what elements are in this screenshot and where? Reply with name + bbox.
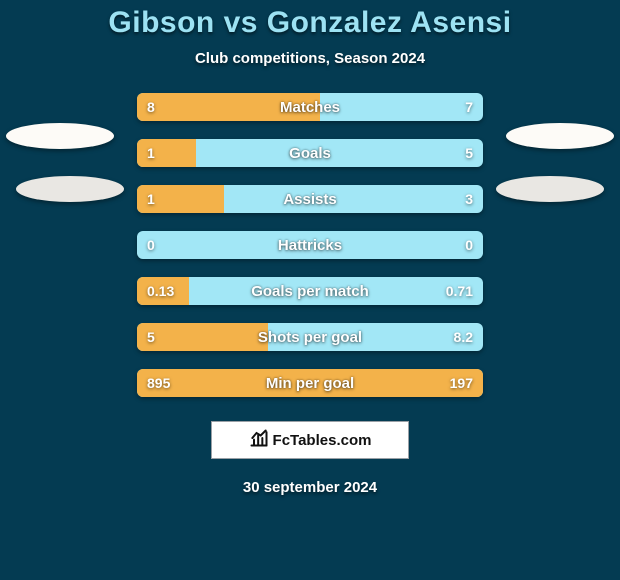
chart-icon (249, 428, 269, 452)
avatar-placeholder (506, 123, 614, 149)
stat-row: Matches8 7 (137, 93, 483, 121)
stat-label: Hattricks (137, 231, 483, 259)
stat-value-left: 0.13 (137, 277, 184, 305)
avatar-placeholder (6, 123, 114, 149)
stat-value-left: 1 (137, 139, 165, 167)
stat-row: Assists1 3 (137, 185, 483, 213)
stat-label: Shots per goal (137, 323, 483, 351)
date-text: 30 september 2024 (0, 479, 620, 496)
stat-row: Goals1 5 (137, 139, 483, 167)
stat-row: Hattricks0 0 (137, 231, 483, 259)
stat-row: Shots per goal5 8.2 (137, 323, 483, 351)
comparison-panel: Gibson vs Gonzalez Asensi Club competiti… (0, 0, 620, 580)
stat-label: Matches (137, 93, 483, 121)
stat-value-right: 5 (455, 139, 483, 167)
stat-value-right: 7 (455, 93, 483, 121)
stats-container: Matches87Goals15Assists13Hattricks00Goal… (137, 93, 483, 397)
stat-value-right: 3 (455, 185, 483, 213)
avatar-placeholder (496, 176, 604, 202)
attribution-badge: FcTables.com (211, 421, 409, 459)
page-title: Gibson vs Gonzalez Asensi (0, 6, 620, 40)
stat-value-left: 1 (137, 185, 165, 213)
attribution-text: FcTables.com (273, 432, 372, 449)
stat-row: Min per goal895 197 (137, 369, 483, 397)
stat-label: Min per goal (137, 369, 483, 397)
stat-value-right: 0 (455, 231, 483, 259)
page-subtitle: Club competitions, Season 2024 (0, 50, 620, 67)
stat-value-right: 197 (440, 369, 483, 397)
avatar-placeholder (16, 176, 124, 202)
stat-value-left: 0 (137, 231, 165, 259)
stat-row: Goals per match0.13 0.71 (137, 277, 483, 305)
stat-value-left: 5 (137, 323, 165, 351)
stat-label: Goals per match (137, 277, 483, 305)
stat-value-right: 0.71 (436, 277, 483, 305)
stat-value-left: 895 (137, 369, 180, 397)
stat-label: Goals (137, 139, 483, 167)
stat-value-right: 8.2 (444, 323, 483, 351)
stat-value-left: 8 (137, 93, 165, 121)
stat-label: Assists (137, 185, 483, 213)
